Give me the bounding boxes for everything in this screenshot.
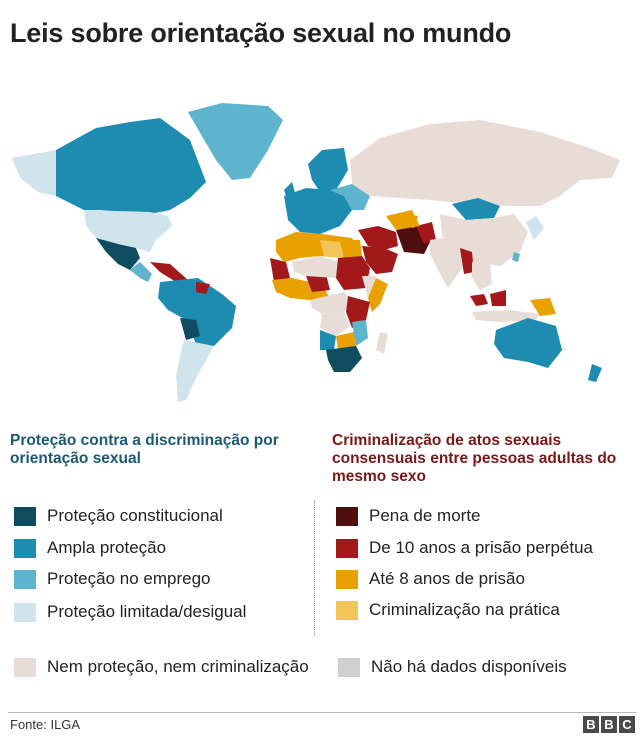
legend-item-limited: Proteção limitada/desigual	[14, 602, 246, 622]
bbc-logo: B B C	[583, 716, 635, 733]
region-mexico	[96, 238, 140, 270]
swatch-limited	[14, 602, 36, 622]
legend-label: Proteção limitada/desigual	[47, 602, 247, 621]
legend-item-neither: Nem proteção, nem criminalização	[14, 657, 309, 677]
legend-item-constitutional: Proteção constitucional	[14, 506, 223, 526]
region-zambia	[336, 332, 356, 350]
legend-label: Pena de morte	[369, 506, 481, 525]
swatch-constitutional	[14, 506, 36, 526]
region-usa	[84, 210, 172, 252]
region-russia	[350, 120, 620, 206]
legend-item-10-years-life: De 10 anos a prisão perpétua	[336, 538, 593, 558]
bbc-logo-letter: C	[619, 716, 635, 733]
region-saudi-arabia	[362, 246, 398, 274]
legend-label: Criminalização na prática	[369, 600, 560, 619]
region-south-america-north	[158, 278, 236, 346]
region-indonesia	[472, 310, 540, 322]
region-mauritania	[270, 258, 290, 282]
region-mongolia	[452, 198, 500, 220]
swatch-employment	[14, 569, 36, 589]
legend-criminalization-heading: Criminalização de atos sexuais consensua…	[332, 432, 617, 485]
region-middle-east	[358, 226, 398, 250]
region-caribbean	[150, 262, 188, 282]
region-korea-japan	[526, 216, 544, 240]
legend-protection-heading: Proteção contra a discriminação por orie…	[10, 432, 279, 467]
legend-label: Proteção no emprego	[47, 569, 211, 588]
world-map-svg	[12, 103, 620, 402]
region-nigeria	[306, 274, 330, 292]
region-china	[440, 214, 528, 266]
region-new-zealand	[588, 364, 602, 382]
region-southern-africa	[326, 346, 362, 372]
region-somalia	[368, 278, 388, 312]
swatch-up-to-8-years	[336, 569, 358, 589]
legend-label: Ampla proteção	[47, 538, 167, 557]
region-canada	[56, 118, 206, 214]
region-libya	[320, 240, 344, 258]
region-myanmar	[460, 248, 474, 274]
legend-criminalization: Criminalização de atos sexuais consensua…	[332, 432, 632, 486]
region-taiwan	[512, 252, 520, 262]
legend-item-employment: Proteção no emprego	[14, 569, 211, 589]
swatch-no-data	[338, 657, 360, 677]
region-afghanistan	[416, 222, 436, 244]
region-europe-east	[330, 184, 370, 210]
region-borneo	[490, 290, 506, 306]
region-malaysia	[470, 294, 488, 306]
region-madagascar	[376, 332, 388, 354]
region-east-africa	[346, 296, 370, 328]
footer-rule	[8, 712, 636, 713]
region-southeast-asia	[472, 262, 492, 290]
region-southeast-africa	[352, 320, 368, 346]
legend-label: Proteção constitucional	[47, 506, 223, 525]
region-south-america-south	[176, 340, 214, 402]
bbc-logo-letter: B	[601, 716, 617, 733]
swatch-10-years-life	[336, 538, 358, 558]
legend-item-no-data: Não há dados disponíveis	[338, 657, 567, 677]
region-egypt	[340, 240, 362, 258]
region-uk	[284, 182, 296, 202]
swatch-neither	[14, 657, 36, 677]
legend-label: Nem proteção, nem criminalização	[47, 657, 309, 676]
region-angola	[320, 330, 336, 350]
legend-protection: Proteção contra a discriminação por orie…	[10, 432, 310, 468]
region-sudan	[336, 256, 370, 290]
region-papua	[530, 298, 556, 316]
world-map	[0, 92, 640, 422]
bbc-logo-letter: B	[583, 716, 599, 733]
region-turkmenistan	[402, 214, 418, 228]
region-guianas	[196, 282, 210, 294]
swatch-de-facto	[336, 600, 358, 620]
region-scandinavia	[308, 148, 348, 192]
legend-label: Não há dados disponíveis	[371, 657, 567, 676]
region-central-africa	[310, 292, 352, 314]
region-central-america	[130, 262, 152, 282]
region-sahel	[292, 256, 340, 278]
swatch-death-penalty	[336, 506, 358, 526]
legend-divider	[314, 500, 315, 636]
region-drc	[320, 312, 350, 336]
legend-item-de-facto: Criminalização na prática	[336, 600, 560, 620]
legend-item-up-to-8-years: Até 8 anos de prisão	[336, 569, 525, 589]
region-bolivia	[180, 318, 200, 340]
legend-label: De 10 anos a prisão perpétua	[369, 538, 593, 557]
region-greenland	[188, 103, 283, 180]
region-australia	[494, 318, 562, 368]
legend-label: Até 8 anos de prisão	[369, 569, 525, 588]
page-title: Leis sobre orientação sexual no mundo	[10, 18, 512, 48]
region-europe-west	[284, 188, 352, 234]
legend-item-broad: Ampla proteção	[14, 538, 166, 558]
source-note: Fonte: ILGA	[10, 717, 81, 732]
swatch-broad	[14, 538, 36, 558]
legend-item-death-penalty: Pena de morte	[336, 506, 481, 526]
region-west-africa	[272, 278, 330, 300]
region-alaska	[12, 150, 56, 196]
region-india	[430, 236, 470, 288]
